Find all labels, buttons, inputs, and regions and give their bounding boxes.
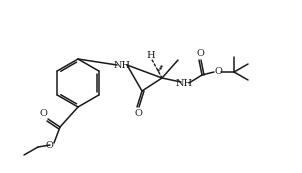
Text: H: H [147, 51, 155, 60]
Text: O: O [39, 110, 47, 119]
Text: O: O [134, 108, 142, 117]
Text: O: O [45, 142, 53, 151]
Text: O: O [196, 49, 204, 58]
Text: NH: NH [175, 79, 193, 88]
Text: O: O [214, 67, 222, 76]
Text: NH: NH [114, 61, 130, 70]
